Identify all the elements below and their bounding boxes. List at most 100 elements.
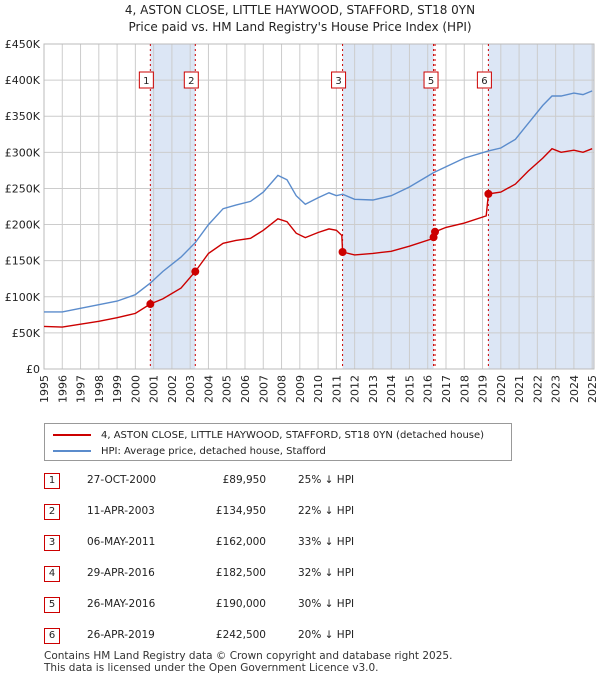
- y-tick-label: £400K: [5, 74, 41, 87]
- sale-row: 4 29-APR-2016 £182,500 32% ↓ HPI: [44, 566, 384, 586]
- marker-box: [138, 71, 154, 89]
- x-tick-label: 2011: [330, 375, 343, 403]
- x-tick-label: 1995: [38, 375, 51, 403]
- sale-point-2: [191, 267, 200, 276]
- x-tick-label: 1999: [111, 375, 124, 403]
- footer: Contains HM Land Registry data © Crown c…: [44, 650, 452, 674]
- sale-hpi-diff: 25% ↓ HPI: [298, 474, 355, 486]
- x-tick-label: 2021: [513, 375, 526, 403]
- x-tick-label: 2016: [422, 375, 435, 403]
- x-tick-label: 2008: [276, 375, 289, 403]
- x-tick-label: 2004: [202, 375, 215, 403]
- y-tick-label: £250K: [5, 182, 41, 195]
- x-tick-label: 2005: [221, 375, 234, 403]
- x-tick-label: 2018: [458, 375, 471, 403]
- marker-box: [331, 71, 347, 89]
- y-tick-label: £100K: [5, 291, 41, 304]
- x-tick-label: 1998: [93, 375, 106, 403]
- sale-price: £190,000: [215, 598, 266, 610]
- x-tick-label: 2024: [568, 375, 581, 403]
- sale-point-1: [146, 300, 155, 309]
- marker-label: 6: [481, 76, 487, 87]
- x-tick-label: 2022: [531, 375, 544, 403]
- sale-price: £162,000: [215, 536, 266, 548]
- x-tick-label: 2020: [495, 375, 508, 403]
- x-tick-label: 2001: [148, 375, 161, 403]
- sale-row: 5 26-MAY-2016 £190,000 30% ↓ HPI: [44, 597, 384, 617]
- x-tick-label: 2000: [129, 375, 142, 403]
- sale-point-5: [431, 227, 440, 236]
- x-tick-label: 2017: [440, 375, 453, 403]
- sale-number: 3: [44, 535, 60, 551]
- property-line-swatch: [53, 434, 91, 436]
- footer-line-2: This data is licensed under the Open Gov…: [44, 662, 379, 674]
- marker-box: [476, 71, 492, 89]
- x-tick-label: 2009: [294, 375, 307, 403]
- x-tick-label: 1996: [56, 375, 69, 403]
- sale-marker-2: 2: [183, 71, 199, 89]
- y-tick-label: £200K: [5, 219, 41, 232]
- x-tick-label: 2003: [184, 375, 197, 403]
- legend-property-label: 4, ASTON CLOSE, LITTLE HAYWOOD, STAFFORD…: [101, 429, 485, 441]
- price-chart: 1 2 3 5 6 £0 £50K £100K £150K £200K £250K £300K £35…: [5, 38, 599, 403]
- sale-row: 2 11-APR-2003 £134,950 22% ↓ HPI: [44, 504, 384, 524]
- sale-hpi-diff: 32% ↓ HPI: [298, 567, 355, 579]
- sale-date: 11-APR-2003: [87, 505, 155, 517]
- property-line: [43, 147, 593, 328]
- sale-marker-1: 1: [138, 71, 154, 89]
- sale-number: 5: [44, 597, 60, 613]
- x-tick-label: 1997: [75, 375, 88, 403]
- shaded-band: [150, 44, 196, 369]
- chart-title: 4, ASTON CLOSE, LITTLE HAYWOOD, STAFFORD…: [0, 2, 600, 36]
- footer-line-1: Contains HM Land Registry data © Crown c…: [44, 650, 453, 662]
- y-tick-label: £150K: [5, 255, 41, 268]
- x-tick-label: 2023: [550, 375, 563, 403]
- shaded-band: [488, 44, 594, 369]
- x-tick-label: 2006: [239, 375, 252, 403]
- x-tick-label: 2019: [477, 375, 490, 403]
- marker-box: [423, 71, 439, 89]
- legend-item-property: 4, ASTON CLOSE, LITTLE HAYWOOD, STAFFORD…: [53, 427, 484, 443]
- x-tick-label: 2007: [257, 375, 270, 403]
- sale-date: 27-OCT-2000: [87, 474, 156, 486]
- marker-box: [183, 71, 199, 89]
- marker-label: 5: [428, 76, 434, 87]
- marker-label: 3: [335, 76, 341, 87]
- sale-point-6: [484, 189, 493, 198]
- plot-frame: [43, 43, 595, 370]
- title-line-2: Price paid vs. HM Land Registry's House …: [128, 20, 472, 34]
- legend: 4, ASTON CLOSE, LITTLE HAYWOOD, STAFFORD…: [44, 423, 512, 461]
- sale-number: 2: [44, 504, 60, 520]
- sale-marker-3: 3: [331, 71, 347, 89]
- sale-hpi-diff: 30% ↓ HPI: [298, 598, 355, 610]
- x-tick-label: 2012: [349, 375, 362, 403]
- x-tick-label: 2025: [586, 375, 599, 403]
- sale-row: 1 27-OCT-2000 £89,950 25% ↓ HPI: [44, 473, 384, 493]
- marker-label: 2: [188, 76, 194, 87]
- sale-marker-6: 6: [476, 71, 492, 89]
- y-tick-label: £350K: [5, 110, 41, 123]
- sale-number: 4: [44, 566, 60, 582]
- y-tick-label: £0: [26, 363, 40, 376]
- sale-price: £182,500: [215, 567, 266, 579]
- x-tick-label: 2015: [403, 375, 416, 403]
- sale-row: 3 06-MAY-2011 £162,000 33% ↓ HPI: [44, 535, 384, 555]
- x-tick-label: 2014: [385, 375, 398, 403]
- sale-hpi-diff: 20% ↓ HPI: [298, 629, 355, 641]
- sale-marker-5: 5: [423, 71, 439, 89]
- sale-hpi-diff: 33% ↓ HPI: [298, 536, 355, 548]
- sale-date: 26-APR-2019: [87, 629, 155, 641]
- legend-hpi-label: HPI: Average price, detached house, Staf…: [101, 445, 326, 457]
- legend-item-hpi: HPI: Average price, detached house, Staf…: [53, 443, 326, 459]
- x-tick-label: 2013: [367, 375, 380, 403]
- sale-date: 29-APR-2016: [87, 567, 155, 579]
- hpi-line-swatch: [53, 450, 91, 452]
- sale-price: £89,950: [222, 474, 266, 486]
- y-tick-label: £450K: [5, 38, 41, 51]
- sale-point-3: [338, 248, 347, 256]
- sale-hpi-diff: 22% ↓ HPI: [298, 505, 355, 517]
- sale-row: 6 26-APR-2019 £242,500 20% ↓ HPI: [44, 628, 384, 648]
- marker-label: 1: [143, 76, 149, 87]
- x-tick-label: 2002: [166, 375, 179, 403]
- y-tick-label: £50K: [12, 327, 41, 340]
